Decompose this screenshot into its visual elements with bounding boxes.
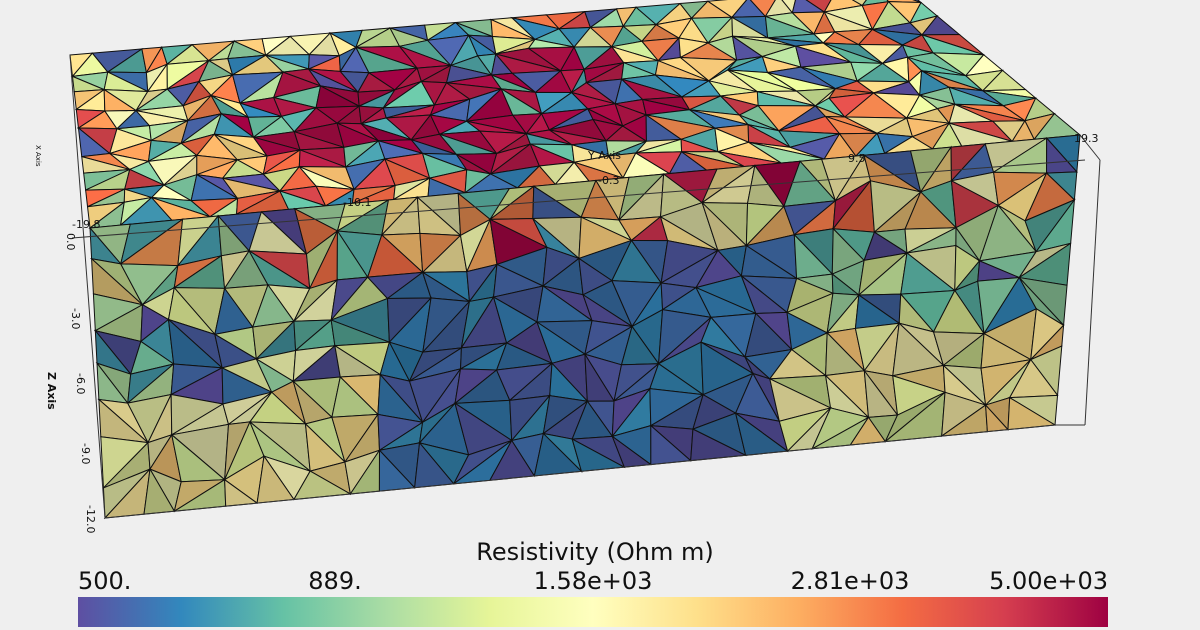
y-axis-title: Y Axis xyxy=(588,149,622,162)
z-tick-label: -9.0 xyxy=(79,443,92,465)
scalar-bar xyxy=(78,597,1108,627)
scalar-bar-tick: 889. xyxy=(308,567,362,595)
side-surface xyxy=(88,134,1081,520)
axis-line xyxy=(1084,159,1101,426)
y-tick-label: -10.1 xyxy=(343,196,372,209)
axis-line xyxy=(69,54,106,519)
axis-line xyxy=(104,424,1056,519)
axis-line xyxy=(71,159,1086,239)
scalar-bar-tick: 5.00e+03 xyxy=(989,567,1108,595)
y-tick-label: -0.3 xyxy=(598,174,620,187)
axis-line xyxy=(1079,134,1101,161)
z-tick-label: -6.0 xyxy=(74,373,87,395)
x-axis-title: X Axis xyxy=(34,145,42,167)
y-tick-label: 19.3 xyxy=(1074,132,1099,145)
top-surface xyxy=(69,0,1082,229)
scalar-bar-tick: 1.58e+03 xyxy=(533,567,653,595)
y-tick-label: -19.8 xyxy=(72,218,101,231)
scalar-bar-tick: 2.81e+03 xyxy=(790,567,910,595)
z-tick-label: -3.0 xyxy=(69,308,82,330)
z-tick-label: -12.0 xyxy=(84,505,97,534)
scalar-bar-title: Resistivity (Ohm m) xyxy=(476,538,714,566)
z-axis-title: Z Axis xyxy=(45,372,58,410)
z-tick-label: 0.0 xyxy=(64,233,77,251)
y-tick-label: 9.5 xyxy=(848,152,866,165)
scalar-bar-tick: 500. xyxy=(78,567,132,595)
